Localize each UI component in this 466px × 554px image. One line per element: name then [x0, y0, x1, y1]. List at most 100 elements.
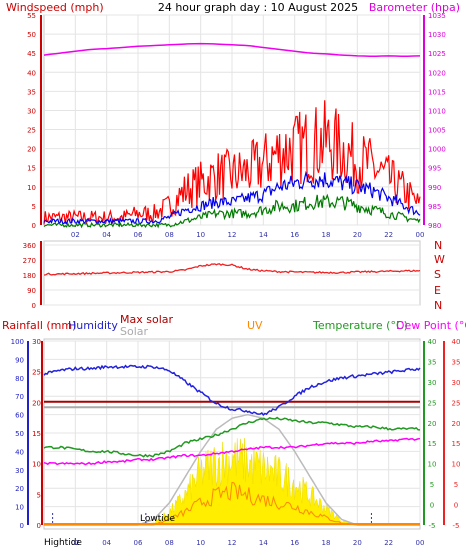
- x-tick-label: 18: [322, 231, 331, 239]
- x-tick-label: 10: [196, 231, 205, 239]
- windspeed-axis-title: Windspeed (mph): [6, 1, 104, 14]
- direction-letter: N: [434, 239, 442, 252]
- dew-point-tick-label: 5: [454, 481, 458, 489]
- rain-tick-label: 10: [32, 461, 41, 469]
- barometer-tick-label: 1030: [428, 31, 446, 39]
- x-tick-label: 12: [228, 539, 237, 547]
- x-tick-label: 06: [134, 539, 143, 547]
- x-tick-label: 04: [102, 539, 111, 547]
- direction-tick-label: 180: [23, 272, 36, 280]
- barometer-tick-label: 1010: [428, 107, 446, 115]
- barometer-tick-label: 990: [428, 184, 441, 192]
- temperature-tick-label: -5: [429, 522, 436, 530]
- wind-tick-label: 45: [27, 50, 36, 58]
- direction-letter: E: [434, 284, 441, 297]
- barometer-tick-label: 980: [428, 222, 441, 230]
- x-tick-label: 16: [290, 231, 299, 239]
- temperature-tick-label: 25: [428, 399, 437, 407]
- temperature-tick-label: 15: [428, 440, 437, 448]
- x-tick-label: 20: [353, 539, 362, 547]
- wind-tick-label: 20: [27, 146, 36, 154]
- x-tick-label: 02: [71, 231, 80, 239]
- temperature-line: [43, 416, 421, 458]
- lowtide-label: Lowtide: [140, 514, 175, 524]
- x-tick-label: 10: [196, 539, 205, 547]
- barometer-tick-label: 1000: [428, 146, 446, 154]
- rain-tick-label: 15: [32, 430, 41, 438]
- wind-tick-label: 10: [27, 184, 36, 192]
- rain-tick-label: 0: [37, 522, 41, 530]
- x-tick-label: 08: [165, 231, 174, 239]
- temperature-tick-label: 20: [428, 420, 437, 428]
- wind_min-line: [43, 193, 421, 229]
- gust-line: [43, 100, 421, 225]
- dew-point-tick-label: -5: [453, 522, 460, 530]
- x-tick-label: 14: [259, 539, 268, 547]
- humidity-tick-label: 0: [20, 522, 24, 530]
- x-tick-label: 14: [259, 231, 268, 239]
- direction-letters: N W S E N: [434, 239, 445, 312]
- wind-tick-label: 0: [32, 222, 36, 230]
- avg_wind-line: [43, 170, 421, 226]
- legend-rainfall: Rainfall (mm): [2, 319, 76, 332]
- dew-point-tick-label: 35: [452, 358, 461, 366]
- humidity-tick-label: 30: [15, 467, 24, 475]
- dew-point-tick-label: 20: [452, 420, 461, 428]
- dew-point-tick-label: 30: [452, 379, 461, 387]
- temperature-tick-label: 30: [428, 379, 437, 387]
- x-tick-label: 20: [353, 231, 362, 239]
- humidity-tick-label: 70: [15, 393, 24, 401]
- hightide-label: Hightide: [44, 538, 82, 548]
- wind-tick-label: 25: [27, 127, 36, 135]
- humidity-tick-label: 20: [15, 485, 24, 493]
- graph-title: 24 hour graph day : 10 August 2025: [158, 1, 358, 14]
- barometer-tick-label: 1025: [428, 50, 446, 58]
- humidity-tick-label: 90: [15, 356, 24, 364]
- x-tick-label: 16: [290, 539, 299, 547]
- humidity-tick-label: 100: [11, 338, 24, 346]
- rain-tick-label: 25: [32, 369, 41, 377]
- legend-solar: Solar: [120, 325, 149, 338]
- x-tick-label: 22: [384, 539, 393, 547]
- legend-uv: UV: [247, 319, 263, 332]
- humidity-tick-label: 40: [15, 448, 24, 456]
- barometer-tick-label: 1035: [428, 12, 446, 20]
- dew-point-tick-label: 25: [452, 399, 461, 407]
- wind-tick-label: 5: [32, 203, 36, 211]
- temperature-tick-label: 5: [430, 481, 434, 489]
- x-tick-label: 02: [71, 539, 80, 547]
- wind-tick-label: 35: [27, 88, 36, 96]
- x-tick-label: 00: [416, 231, 425, 239]
- temperature-tick-label: 10: [428, 461, 437, 469]
- legend-max-solar: Max solar: [120, 313, 173, 326]
- barometer-line: [43, 42, 421, 57]
- wind-tick-label: 50: [27, 31, 36, 39]
- direction-letter: W: [434, 253, 445, 266]
- barometer-tick-label: 995: [428, 165, 441, 173]
- rain-tick-label: 30: [32, 338, 41, 346]
- barometer-tick-label: 1015: [428, 88, 446, 96]
- dew-point-line: [43, 437, 421, 466]
- direction-tick-label: 360: [23, 242, 36, 250]
- barometer-tick-label: 1020: [428, 69, 446, 77]
- humidity-tick-label: 10: [15, 504, 24, 512]
- humidity-tick-label: 50: [15, 430, 24, 438]
- legend-dew-point: Dew Point (°C): [396, 319, 466, 332]
- direction-letter: N: [434, 299, 442, 312]
- direction-tick-label: 90: [27, 287, 36, 295]
- temperature-tick-label: 0: [430, 502, 434, 510]
- dew-point-tick-label: 0: [454, 502, 458, 510]
- temperature-tick-label: 40: [428, 338, 437, 346]
- x-tick-label: 06: [134, 231, 143, 239]
- rain-tick-label: 20: [32, 399, 41, 407]
- barometer-tick-label: 1005: [428, 127, 446, 135]
- dew-point-tick-label: 15: [452, 440, 461, 448]
- temperature-tick-label: 35: [428, 358, 437, 366]
- direction-tick-label: 270: [23, 257, 36, 265]
- x-tick-label: 08: [165, 539, 174, 547]
- legend-temperature: Temperature (°C): [312, 319, 408, 332]
- wind-tick-label: 55: [27, 12, 36, 20]
- x-tick-label: 04: [102, 231, 111, 239]
- dew-point-tick-label: 10: [452, 461, 461, 469]
